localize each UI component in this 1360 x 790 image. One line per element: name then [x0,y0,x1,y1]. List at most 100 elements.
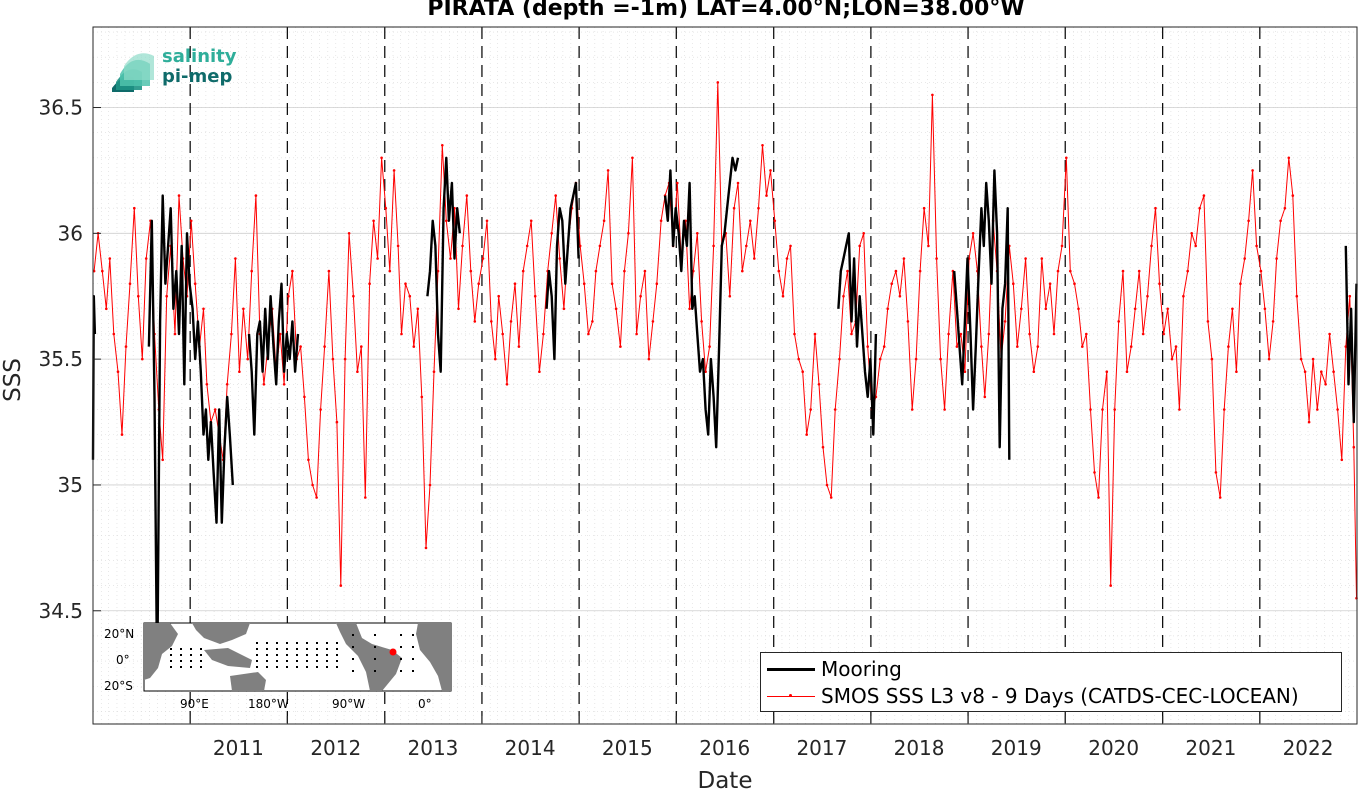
smos-point [1129,345,1133,348]
smos-point [1332,370,1335,374]
smos-point [420,395,424,399]
smos-point [749,219,752,223]
smos-point [829,496,833,499]
smos-point [1069,269,1072,273]
legend-item-mooring: Mooring [761,657,1341,683]
smos-point [587,332,590,336]
smos-point [1324,383,1327,386]
smos-point [550,232,553,235]
smos-point [1190,232,1193,235]
smos-point [416,307,420,311]
smos-point [655,282,659,286]
inset-mooring-dot [336,660,338,662]
smos-point [817,383,821,386]
smos-point [910,408,914,411]
smos-point [594,269,598,273]
smos-point [1202,194,1206,197]
y-axis-ticks: 34.5 35 35.5 36 36.5 [38,96,101,623]
smos-point [242,307,245,311]
smos-point [1121,269,1125,273]
smos-point [505,383,509,386]
inset-mooring-dot [352,670,354,672]
smos-point [931,93,934,97]
smos-point [1316,408,1319,411]
smos-point [1166,307,1169,311]
inset-mooring-dot [286,642,288,644]
smos-point [1105,370,1109,374]
smos-point [291,269,294,273]
smos-point [144,257,148,260]
smos-point [781,294,785,298]
smos-point [1291,194,1295,197]
smos-point [368,282,371,286]
smos-point [323,345,326,348]
smos-point [173,332,177,336]
smos-point [1251,169,1254,172]
smos-point [428,483,432,487]
inset-mooring-dot [256,654,258,656]
smos-point [319,408,322,411]
smos-point [1150,244,1153,248]
smos-point [955,345,959,348]
smos-point [513,282,517,286]
smos-point [517,345,521,348]
smos-point [477,282,481,286]
inset-land-africa [144,623,178,680]
smos-point [445,219,448,223]
inset-location-map: 20°N 0° 20°S 90°E 180°W 90°W 0° [104,622,452,711]
smos-point [372,219,375,223]
smos-point [959,332,963,336]
smos-point [1352,445,1356,449]
smos-point [449,257,452,260]
smos-point [1003,320,1007,323]
x-tick-label: 2012 [310,736,361,760]
axes-frame [92,26,1358,725]
inset-selected-mooring-marker [389,648,397,656]
smos-point [343,357,347,361]
inset-mooring-dot [256,666,258,668]
inset-mooring-dot [190,648,192,650]
inset-mooring-dot [336,648,338,650]
legend-label-smos: SMOS SSS L3 v8 - 9 Days (CATDS-CEC-LOCEA… [821,684,1299,708]
smos-point [1101,408,1104,411]
inset-mooring-dot [400,670,402,672]
smos-point [299,345,302,348]
smos-point [825,483,829,487]
inset-mooring-dot [316,666,318,668]
smos-point [1206,320,1210,323]
smos-point [554,194,557,197]
smos-point [753,257,756,260]
smos-point [886,307,889,311]
smos-point [1336,408,1339,411]
smos-point [1218,496,1222,499]
smos-point [278,332,282,336]
smos-point [384,206,388,210]
smos-point [1210,357,1214,361]
smos-point [1283,206,1287,210]
smos-point [728,294,732,298]
inset-mooring-dots [170,634,414,672]
inset-mooring-dot [296,648,298,650]
smos-point [352,294,355,298]
smos-point [809,408,812,411]
smos-point [1182,294,1185,298]
inset-lat-label-0: 0° [116,653,130,667]
smos-point [777,269,781,273]
smos-point [858,244,861,248]
inset-mooring-dot [256,648,258,650]
smos-point [128,282,132,286]
inset-mooring-dot [286,660,288,662]
smos-point [521,269,525,273]
inset-mooring-dot [276,648,278,650]
inset-mooring-dot [306,648,308,650]
smos-point [894,269,898,273]
smos-point [1311,357,1315,361]
inset-mooring-dot [286,654,288,656]
smos-point [898,294,902,298]
inset-mooring-dot [170,654,172,656]
inset-mooring-dot [316,648,318,650]
inset-land-americas [336,623,402,691]
inset-mooring-dot [412,634,414,636]
smos-point [1137,269,1141,273]
smos-point [116,370,120,374]
